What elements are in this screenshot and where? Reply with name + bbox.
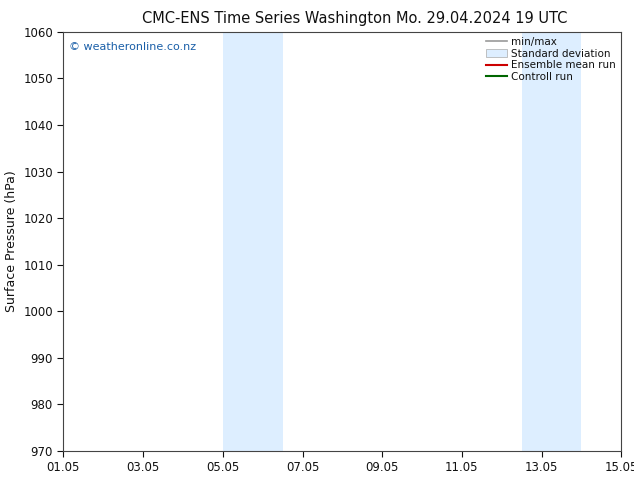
Bar [522, 32, 581, 451]
Text: © weatheronline.co.nz: © weatheronline.co.nz [69, 42, 196, 52]
Text: Mo. 29.04.2024 19 UTC: Mo. 29.04.2024 19 UTC [396, 11, 567, 26]
Y-axis label: Surface Pressure (hPa): Surface Pressure (hPa) [4, 171, 18, 312]
Text: CMC-ENS Time Series Washington: CMC-ENS Time Series Washington [141, 11, 391, 26]
Bar [223, 32, 283, 451]
Legend: min/max, Standard deviation, Ensemble mean run, Controll run: min/max, Standard deviation, Ensemble me… [484, 35, 618, 84]
